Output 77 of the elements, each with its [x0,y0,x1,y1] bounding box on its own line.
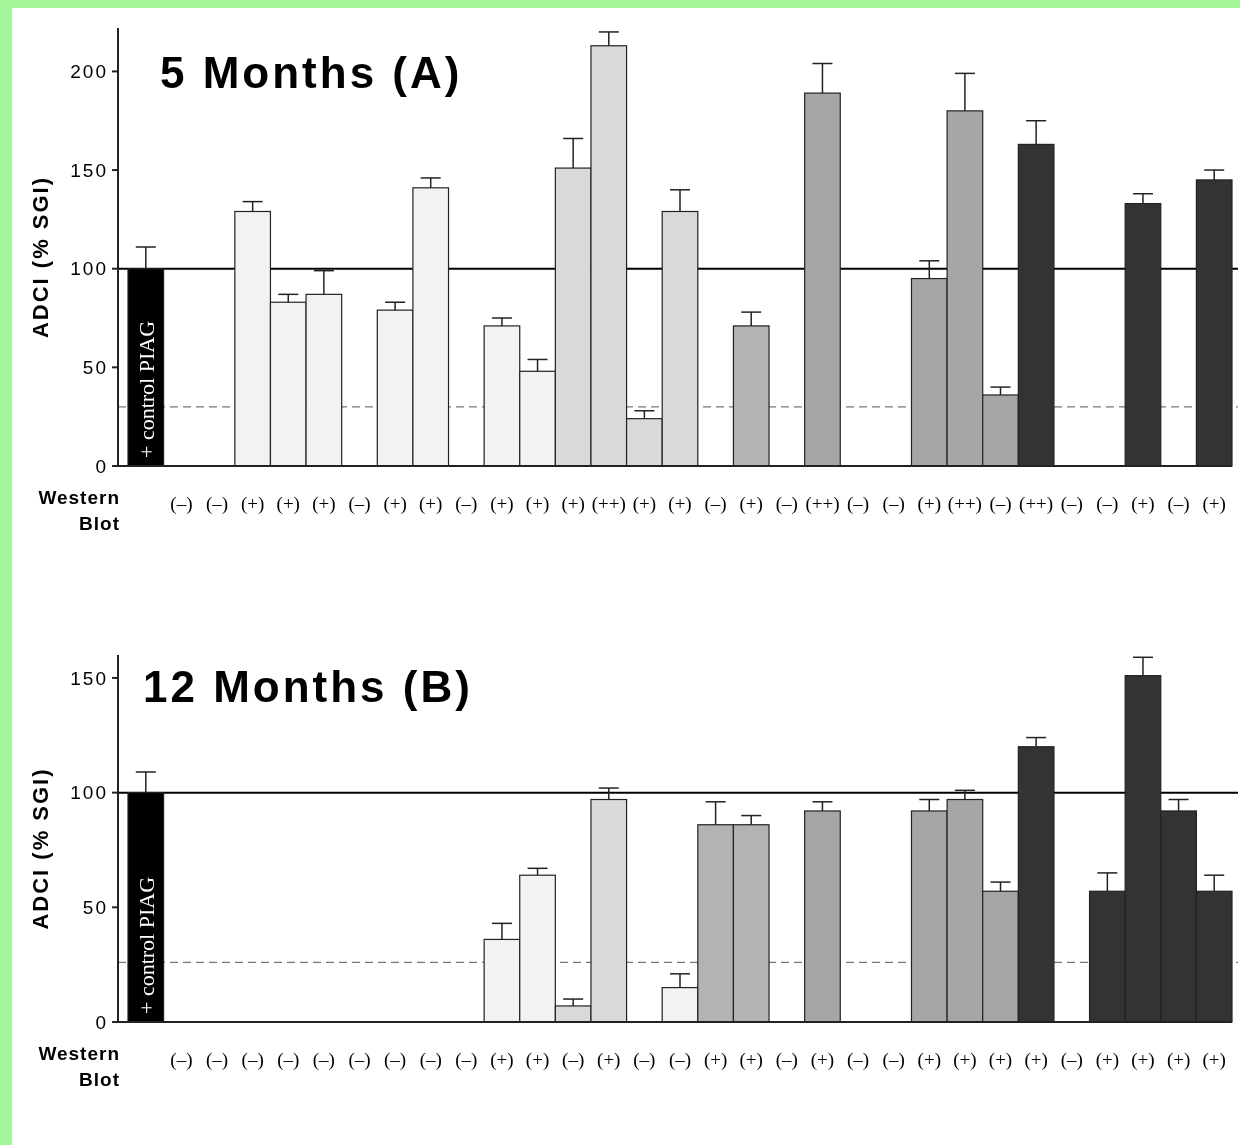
x-tick-label: (++) [591,493,626,515]
x-tick-label: (–) [775,1049,798,1071]
x-tick-label: (–) [846,493,870,515]
x-tick-label: (–) [633,1049,656,1071]
x-tick-label: + control PIAG [133,876,159,1014]
x-tick-label: (–) [989,493,1012,515]
x-tick-label: (+) [597,1049,621,1071]
x-tick-label: (+) [383,493,407,515]
x-tick-label: (+) [1131,493,1155,515]
y-tick-label: 200 [70,61,108,83]
y-tick-label: 0 [95,455,108,477]
x-tick-label: (++) [805,493,840,515]
x-tick-label: (–) [419,1049,442,1071]
x-tick-label: (+) [490,493,514,515]
x-tick-label: (+) [668,493,692,515]
x-tick-label: (+) [525,493,550,515]
x-tick-label: (–) [455,1049,478,1071]
x-tick-label: (+) [917,493,941,515]
x-tick-label: (+) [490,1049,514,1071]
x-tick-label: (–) [1096,493,1119,515]
x-tick-label: (+) [525,1049,550,1071]
x-tick-label: (–) [348,1049,371,1071]
x-tick-label: (–) [1060,1049,1083,1071]
x-axis-title: Western Blot [38,1043,120,1090]
x-tick-label: (+) [632,493,657,515]
x-tick-label: (–) [348,493,371,515]
x-tick-label: (+) [276,493,300,515]
x-tick-label: (+) [312,493,336,515]
x-tick-label: (+) [1166,1049,1191,1071]
y-tick-label: 50 [82,896,108,918]
text: 5 Months (A) [160,48,463,97]
x-tick-label: (+) [1202,493,1226,515]
x-tick-label: (+) [953,1049,977,1071]
x-tick-label: (+) [739,1049,763,1071]
x-tick-label: (–) [882,1049,905,1071]
x-tick-label: (–) [775,493,798,515]
y-tick-label: 150 [70,159,108,181]
x-tick-label: (–) [277,1049,300,1071]
x-tick-label: (+) [419,493,443,515]
x-tick-label: (–) [205,493,229,515]
x-tick-label: (+) [739,493,763,515]
x-tick-label: (+) [561,493,585,515]
x-tick-label: (–) [846,1049,870,1071]
x-tick-label: (–) [312,1049,335,1071]
x-tick-label: (+) [1131,1049,1155,1071]
y-tick-label: 100 [70,782,108,804]
x-tick-label: (+) [1202,1049,1226,1071]
x-tick-label: (–) [241,1049,264,1071]
x-tick-label: (–) [1060,493,1083,515]
x-tick-label: (+) [240,493,265,515]
x-tick-label: (+) [988,1049,1013,1071]
x-tick-label: (–) [668,1049,692,1071]
x-tick-label: (–) [882,493,905,515]
x-tick-label: (–) [170,1049,193,1071]
x-tick-label: (+) [917,1049,941,1071]
x-tick-label: (–) [1167,493,1190,515]
x-tick-label: (–) [704,493,727,515]
x-tick-label: (–) [170,493,193,515]
x-tick-label: (+) [810,1049,835,1071]
x-tick-label: (++) [1019,493,1054,515]
y-tick-label: 100 [70,258,108,280]
x-tick-label: (–) [562,1049,585,1071]
x-tick-label: (+) [1095,1049,1120,1071]
y-tick-label: 150 [70,667,108,689]
x-axis-title: Western Blot [38,487,120,534]
x-tick-label: (–) [455,493,478,515]
x-tick-label: (++) [947,493,982,515]
y-axis-title: ADCI (% SGI) [28,767,53,930]
chart-title: 12 Months (B) [143,662,473,711]
x-tick-label: + control PIAG [133,320,159,458]
x-tick-label: (–) [205,1049,229,1071]
x-tick-label: (–) [384,1049,407,1071]
y-axis-title: ADCI (% SGI) [28,175,53,339]
x-tick-label: (+) [1024,1049,1048,1071]
y-tick-label: 0 [95,1011,108,1033]
x-tick-label: (+) [703,1049,728,1071]
y-tick-label: 50 [82,357,108,378]
